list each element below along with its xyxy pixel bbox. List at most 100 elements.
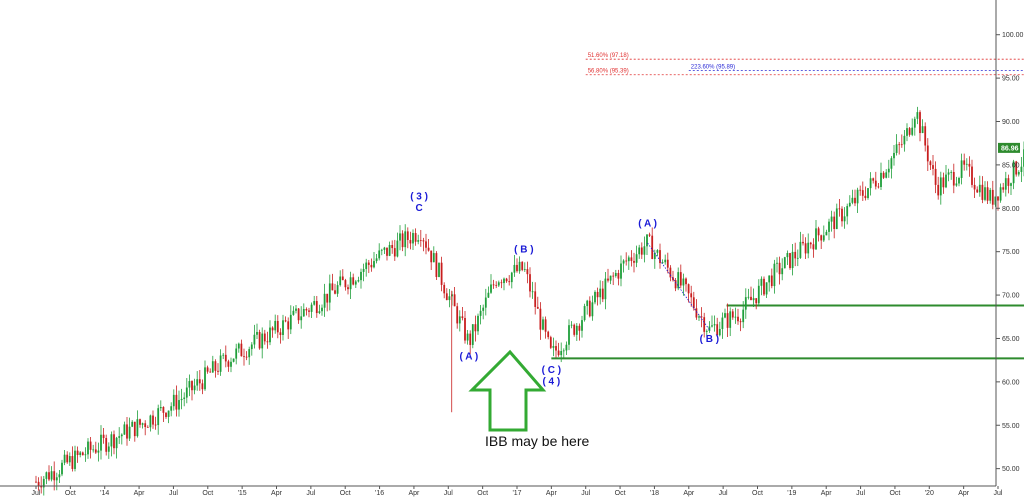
candle-body [791, 251, 794, 269]
candle-body [100, 434, 102, 451]
candle-body [240, 343, 243, 357]
candle-body [284, 320, 287, 322]
candle-body [128, 426, 131, 439]
candle-body [302, 309, 305, 317]
y-tick-label: 50.00 [1002, 466, 1020, 473]
candle-body [393, 248, 396, 257]
candle-body [401, 233, 404, 248]
candle-body [136, 419, 139, 437]
candle-body [243, 356, 245, 358]
candle-body [997, 196, 999, 201]
candle-body [370, 264, 373, 268]
candle-body [336, 285, 339, 294]
candle-body [344, 280, 347, 288]
x-tick-label: Jul [994, 490, 1003, 497]
candle-body [958, 177, 960, 184]
candle-body [747, 296, 750, 298]
candle-body [126, 424, 128, 439]
candle-body [588, 300, 591, 317]
candle-body [547, 331, 550, 338]
candle-body [900, 144, 903, 146]
candle-body [799, 241, 802, 258]
candle-body [71, 456, 74, 469]
candle-body [773, 263, 776, 287]
candle-body [321, 307, 323, 312]
candle-body [422, 240, 425, 242]
candle-body [425, 241, 427, 248]
candle-body [989, 189, 992, 201]
candle-body [505, 278, 508, 282]
candle-body [74, 450, 76, 469]
candle-body [822, 235, 825, 241]
candle-body [287, 321, 290, 330]
candle-body [622, 260, 625, 264]
candle-body [193, 385, 196, 391]
candle-body [581, 320, 583, 331]
x-tick-label: '15 [238, 490, 247, 497]
candle-body [513, 264, 516, 273]
y-tick-label: 75.00 [1002, 249, 1020, 256]
candle-body [880, 172, 882, 187]
candle-body [417, 240, 420, 242]
candle-body [487, 292, 490, 298]
fib-level-label: 56.80% (95.39) [588, 69, 629, 75]
candle-body [661, 262, 664, 264]
candle-body [211, 361, 214, 373]
x-tick-label: Oct [889, 490, 900, 497]
candle-body [141, 423, 144, 425]
candle-body [555, 346, 557, 351]
candle-body [347, 287, 349, 290]
x-tick-label: '19 [787, 490, 796, 497]
candle-body [352, 277, 355, 285]
x-tick-label: Jul [856, 490, 865, 497]
candle-body [607, 278, 609, 281]
candle-body [698, 316, 700, 318]
candle-body [170, 406, 173, 411]
candle-body [991, 189, 994, 205]
candle-body [633, 260, 635, 263]
x-tick-label: '14 [100, 490, 109, 497]
x-tick-label: Oct [615, 490, 626, 497]
candle-body [895, 144, 898, 153]
candle-body [269, 327, 271, 343]
candle-body [453, 294, 456, 307]
candle-body [885, 172, 888, 178]
candle-body [833, 216, 836, 229]
candle-body [313, 301, 316, 305]
candle-body [742, 309, 745, 323]
candle-body [542, 319, 544, 330]
candle-body [848, 202, 851, 207]
last-price-label: 86.96 [1001, 145, 1019, 152]
candle-body [435, 253, 438, 277]
candle-body [92, 449, 95, 451]
candle-body [794, 251, 797, 259]
candle-body [165, 412, 167, 417]
candle-body [838, 208, 841, 210]
candle-body [227, 361, 230, 367]
candle-body [113, 434, 115, 449]
candle-body [739, 321, 742, 323]
candle-body [256, 331, 258, 335]
candle-body [58, 474, 61, 478]
candle-body [952, 172, 955, 186]
candle-body [214, 361, 217, 371]
candle-body [700, 316, 703, 318]
fib-level-label: 51.60% (97.18) [588, 53, 629, 59]
y-tick-label: 80.00 [1002, 206, 1020, 213]
candle-body [149, 415, 152, 428]
candle-body [781, 268, 784, 275]
candle-body [820, 235, 823, 241]
candle-body [295, 308, 297, 311]
candle-body [37, 481, 40, 486]
candle-body [339, 276, 342, 286]
candle-body [828, 221, 830, 232]
candle-body [937, 184, 940, 196]
candle-body [276, 320, 279, 333]
candle-body [981, 184, 984, 200]
candle-body [367, 262, 370, 265]
candle-body [669, 267, 672, 278]
last-price-tag: 86.96 [998, 142, 1020, 153]
candle-body [854, 197, 856, 204]
candle-body [183, 397, 186, 399]
candle-body [427, 247, 430, 251]
